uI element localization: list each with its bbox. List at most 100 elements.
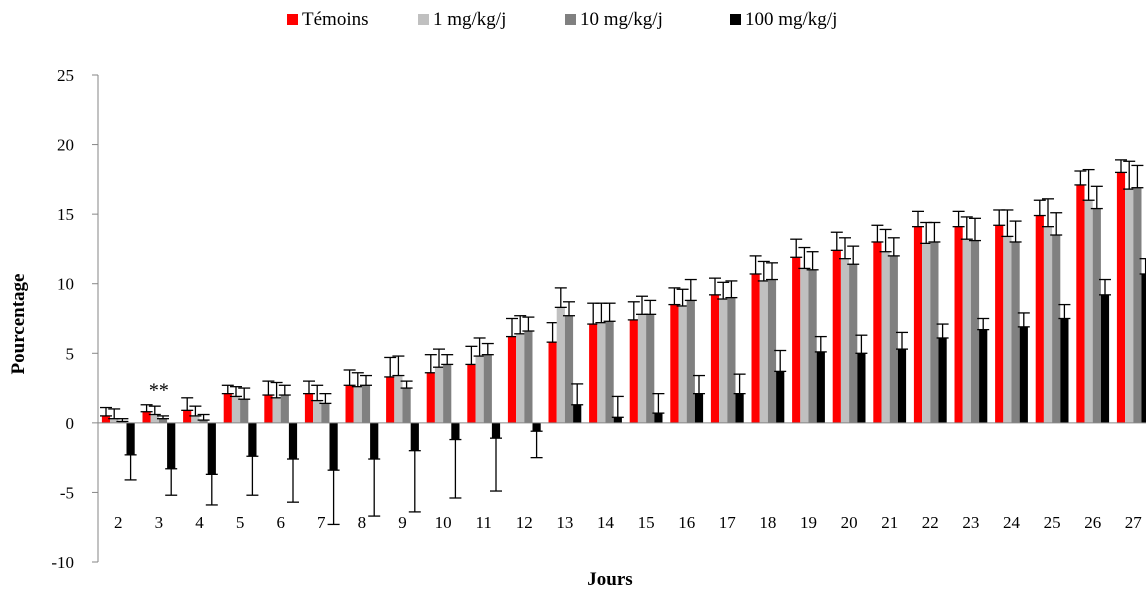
bar (637, 314, 647, 423)
bar (962, 239, 971, 423)
bar (548, 342, 557, 423)
x-tick-label: 22 (922, 513, 939, 532)
bar (646, 314, 655, 423)
bar (1076, 184, 1085, 423)
bar (402, 388, 411, 423)
bar (207, 422, 216, 475)
bar (370, 422, 379, 460)
x-tick-label: 24 (1003, 513, 1021, 532)
x-tick-label: 12 (516, 513, 533, 532)
bar (938, 337, 947, 423)
legend-swatch (730, 14, 741, 25)
legend-label: 1 mg/kg/j (433, 9, 506, 30)
bar (735, 393, 744, 423)
bar (832, 250, 841, 423)
bar (1011, 241, 1020, 423)
bar (857, 353, 866, 423)
bar (191, 415, 200, 423)
bar (1084, 200, 1093, 423)
bar (516, 333, 525, 423)
bar (126, 422, 135, 455)
bar (451, 422, 460, 440)
bar (483, 354, 492, 423)
bar (223, 393, 232, 423)
y-tick-label: 10 (57, 275, 74, 294)
bar (654, 413, 663, 423)
x-tick-label: 16 (678, 513, 695, 532)
x-tick-label: 25 (1044, 513, 1061, 532)
bar (321, 403, 330, 423)
bar (272, 397, 281, 423)
x-tick-label: 6 (276, 513, 285, 532)
bar (240, 399, 249, 423)
bar (629, 319, 638, 423)
bars: ** (100, 159, 1146, 526)
bar (264, 395, 273, 423)
x-axis: 2 3 4 5 6 7 8 9 10 11 12 13 14 15 16 17 18 19 20 21 22 23 24 25… (98, 422, 1146, 532)
bar (304, 393, 314, 423)
x-tick-label: 3 (155, 513, 164, 532)
bar (524, 331, 533, 423)
bar (897, 349, 907, 423)
x-tick-label: 26 (1084, 513, 1101, 532)
y-tick-label: -10 (51, 553, 74, 572)
bar (597, 322, 606, 423)
x-tick-label: 9 (398, 513, 407, 532)
x-tick-label: 18 (759, 513, 776, 532)
bar (345, 385, 354, 423)
legend-swatch (565, 14, 576, 25)
annotation: ** (149, 379, 169, 401)
bar (101, 415, 111, 423)
bar (719, 299, 728, 423)
bar (386, 376, 395, 423)
x-tick-label: 7 (317, 513, 326, 532)
bar (467, 364, 476, 423)
bar (353, 386, 362, 423)
bar (288, 422, 298, 460)
bar (694, 393, 704, 423)
bar (118, 421, 127, 423)
bar (564, 315, 574, 423)
bar (589, 324, 598, 423)
bar (849, 264, 858, 423)
legend-swatch (418, 14, 429, 25)
y-tick-label: 20 (57, 136, 74, 155)
bar (1035, 215, 1044, 423)
y-tick-label: 5 (66, 344, 75, 363)
legend-label: Témoins (302, 9, 369, 30)
x-tick-label: 5 (236, 513, 245, 532)
bar (913, 226, 923, 423)
bar (686, 300, 695, 423)
bar (329, 422, 338, 471)
bar (808, 269, 817, 423)
x-tick-label: 2 (114, 513, 123, 532)
bar (110, 418, 119, 423)
bar (434, 367, 444, 423)
bar (361, 385, 371, 423)
legend: Témoins 1 mg/kg/j 10 mg/kg/j 100 mg/kg/j (287, 9, 837, 30)
bar (930, 241, 939, 423)
bar (507, 336, 517, 423)
bar (142, 411, 151, 423)
x-tick-label: 19 (800, 513, 817, 532)
legend-label: 10 mg/kg/j (580, 9, 663, 30)
bar (183, 410, 192, 423)
bar (1052, 235, 1061, 423)
x-tick-label: 17 (719, 513, 737, 532)
bar (979, 329, 988, 423)
bar (1100, 294, 1110, 423)
y-tick-label: -5 (60, 483, 74, 502)
bar (613, 417, 622, 423)
bar (158, 418, 168, 423)
bar (167, 422, 176, 469)
y-tick-label: 0 (66, 414, 75, 433)
bar (873, 241, 882, 423)
bar (776, 371, 785, 423)
x-tick-label: 27 (1125, 513, 1143, 532)
bar (727, 297, 736, 423)
y-axis-title: Pourcentage (8, 274, 29, 375)
bar (605, 321, 614, 423)
x-tick-label: 13 (556, 513, 573, 532)
x-tick-label: 4 (195, 513, 204, 532)
